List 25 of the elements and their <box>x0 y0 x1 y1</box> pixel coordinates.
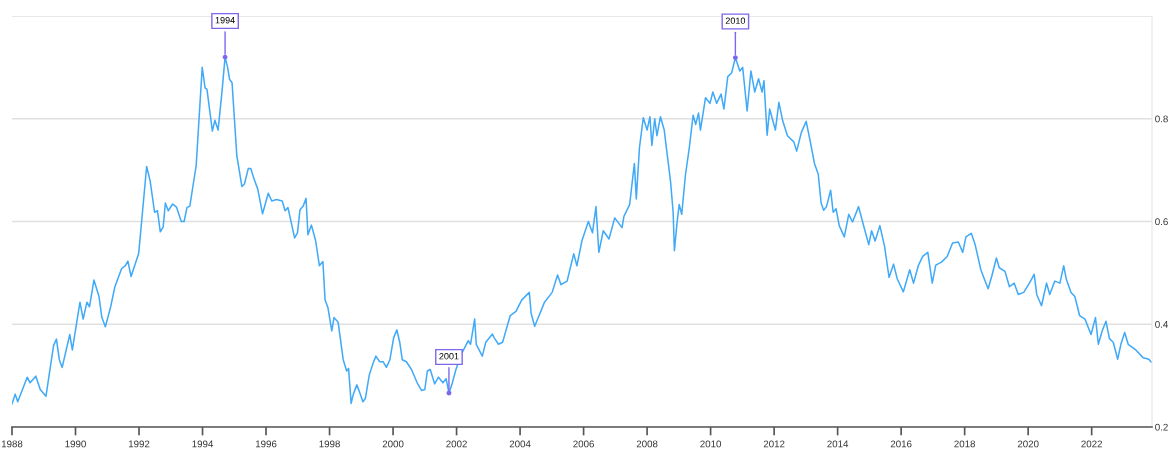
annotation: 2001 <box>439 353 459 360</box>
annotation: 2010 <box>725 17 746 24</box>
y-tick-label: 0.8 <box>1155 115 1168 123</box>
x-tick-label: 2006 <box>573 440 594 448</box>
x-tick-label: 2016 <box>890 440 912 448</box>
x-tick-label: 2018 <box>954 440 976 448</box>
x-tick-label: 1998 <box>319 440 340 448</box>
x-tick-label: 2004 <box>509 440 531 448</box>
x-tick-label: 1994 <box>192 440 214 448</box>
y-tick-label: 0.2 <box>1155 423 1168 431</box>
x-tick-label: 2008 <box>636 440 658 448</box>
x-tick-label: 1992 <box>128 440 150 448</box>
x-tick-label: 2000 <box>382 440 404 448</box>
x-tick-label: 2014 <box>827 440 849 448</box>
x-tick-label: 1988 <box>1 440 23 448</box>
x-tick-label: 1990 <box>65 440 86 448</box>
y-tick-label: 0.6 <box>1155 218 1168 226</box>
x-tick-label: 2020 <box>1017 440 1039 448</box>
x-tick-label: 2002 <box>446 440 467 448</box>
x-tick-label: 2022 <box>1081 440 1102 448</box>
y-tick-label: 0.4 <box>1155 320 1169 328</box>
x-tick-label: 2010 <box>700 440 722 448</box>
x-tick-label: 1996 <box>255 440 277 448</box>
annotation: 1994 <box>215 17 235 24</box>
x-tick-label: 2012 <box>763 440 785 448</box>
